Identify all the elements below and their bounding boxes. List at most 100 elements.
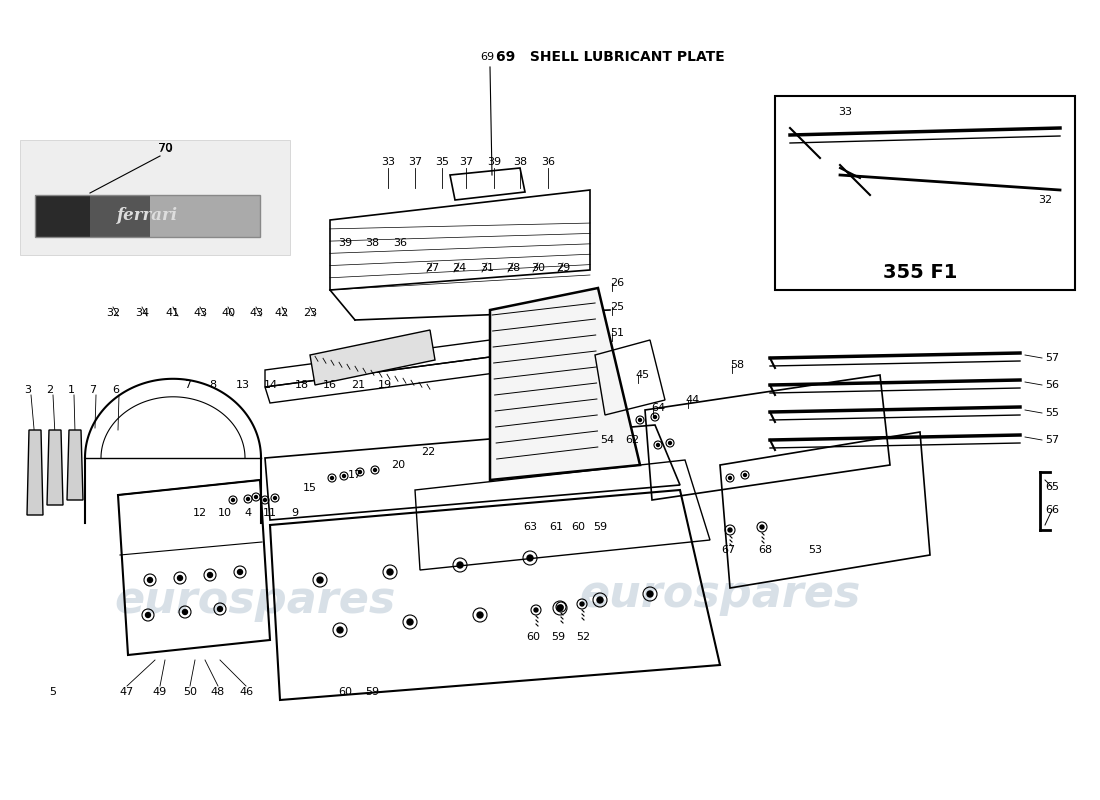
Text: 38: 38 — [513, 157, 527, 167]
Text: 60: 60 — [338, 687, 352, 697]
Text: 50: 50 — [183, 687, 197, 697]
Text: 58: 58 — [730, 360, 744, 370]
Text: eurospares: eurospares — [580, 574, 860, 617]
Text: 11: 11 — [263, 508, 277, 518]
Text: eurospares: eurospares — [114, 578, 396, 622]
Text: ferrari: ferrari — [118, 207, 178, 225]
Text: 12: 12 — [192, 508, 207, 518]
Text: 46: 46 — [239, 687, 253, 697]
Circle shape — [254, 495, 257, 498]
Circle shape — [760, 525, 764, 529]
Text: 37: 37 — [408, 157, 422, 167]
Circle shape — [728, 528, 732, 532]
Circle shape — [559, 605, 563, 609]
Circle shape — [218, 606, 222, 611]
Text: 21: 21 — [351, 380, 365, 390]
Text: 44: 44 — [686, 395, 700, 405]
Text: 4: 4 — [244, 508, 252, 518]
Text: 32: 32 — [1038, 195, 1052, 205]
Bar — [20, 140, 290, 255]
Text: 70: 70 — [158, 143, 172, 153]
Text: 14: 14 — [264, 380, 278, 390]
Text: 59: 59 — [365, 687, 380, 697]
Circle shape — [342, 474, 345, 478]
Text: 55: 55 — [1045, 408, 1059, 418]
Circle shape — [657, 443, 660, 446]
Circle shape — [647, 591, 653, 597]
Text: 25: 25 — [609, 302, 624, 312]
Polygon shape — [47, 430, 63, 505]
Text: 22: 22 — [421, 447, 436, 457]
Circle shape — [456, 562, 463, 568]
Text: 67: 67 — [720, 545, 735, 555]
Circle shape — [669, 442, 671, 445]
Text: 39: 39 — [487, 157, 502, 167]
Text: 18: 18 — [295, 380, 309, 390]
Circle shape — [147, 578, 153, 582]
Circle shape — [337, 627, 343, 633]
Circle shape — [407, 619, 412, 625]
Circle shape — [317, 577, 323, 583]
Bar — [776, 96, 1075, 290]
Polygon shape — [67, 430, 82, 500]
Text: 69   SHELL LUBRICANT PLATE: 69 SHELL LUBRICANT PLATE — [496, 50, 725, 64]
Circle shape — [183, 610, 187, 614]
Text: 64: 64 — [651, 403, 666, 413]
Text: 20: 20 — [390, 460, 405, 470]
Text: 60: 60 — [571, 522, 585, 532]
Text: 57: 57 — [1045, 353, 1059, 363]
Text: 9: 9 — [292, 508, 298, 518]
Text: 63: 63 — [522, 522, 537, 532]
Text: 8: 8 — [209, 380, 217, 390]
Circle shape — [744, 474, 747, 477]
Text: 28: 28 — [506, 263, 520, 273]
Text: 40: 40 — [221, 308, 235, 318]
Text: 6: 6 — [112, 385, 120, 395]
Circle shape — [534, 608, 538, 612]
Text: 38: 38 — [365, 238, 380, 248]
Text: 10: 10 — [218, 508, 232, 518]
Text: 59: 59 — [551, 632, 565, 642]
Polygon shape — [28, 430, 43, 515]
Circle shape — [638, 418, 641, 422]
Text: 7: 7 — [89, 385, 97, 395]
Text: 13: 13 — [236, 380, 250, 390]
Text: 69: 69 — [480, 52, 494, 62]
Circle shape — [208, 573, 212, 578]
Text: 32: 32 — [106, 308, 120, 318]
Circle shape — [527, 555, 534, 561]
Polygon shape — [310, 330, 435, 385]
Text: 33: 33 — [381, 157, 395, 167]
Text: 45: 45 — [636, 370, 650, 380]
Text: 39: 39 — [338, 238, 352, 248]
Polygon shape — [490, 288, 640, 480]
Text: 42: 42 — [275, 308, 289, 318]
Circle shape — [330, 477, 333, 479]
Text: 27: 27 — [425, 263, 439, 273]
Circle shape — [246, 498, 250, 501]
Text: 54: 54 — [600, 435, 614, 445]
Text: 62: 62 — [625, 435, 639, 445]
Circle shape — [177, 575, 183, 581]
Text: 43: 43 — [249, 308, 263, 318]
Circle shape — [728, 477, 732, 479]
Text: 37: 37 — [459, 157, 473, 167]
Bar — [35, 195, 260, 237]
Text: 47: 47 — [120, 687, 134, 697]
Text: 65: 65 — [1045, 482, 1059, 492]
Bar — [35, 195, 90, 237]
Text: 33: 33 — [838, 107, 853, 117]
Text: 59: 59 — [593, 522, 607, 532]
Text: 17: 17 — [348, 470, 362, 480]
Text: 3: 3 — [24, 385, 32, 395]
Text: 57: 57 — [1045, 435, 1059, 445]
Text: 31: 31 — [480, 263, 494, 273]
Text: 51: 51 — [610, 328, 624, 338]
Text: 36: 36 — [393, 238, 407, 248]
Text: 26: 26 — [609, 278, 624, 288]
Text: 43: 43 — [192, 308, 207, 318]
Text: 34: 34 — [135, 308, 150, 318]
Text: 66: 66 — [1045, 505, 1059, 515]
Circle shape — [231, 498, 234, 502]
Text: 16: 16 — [323, 380, 337, 390]
